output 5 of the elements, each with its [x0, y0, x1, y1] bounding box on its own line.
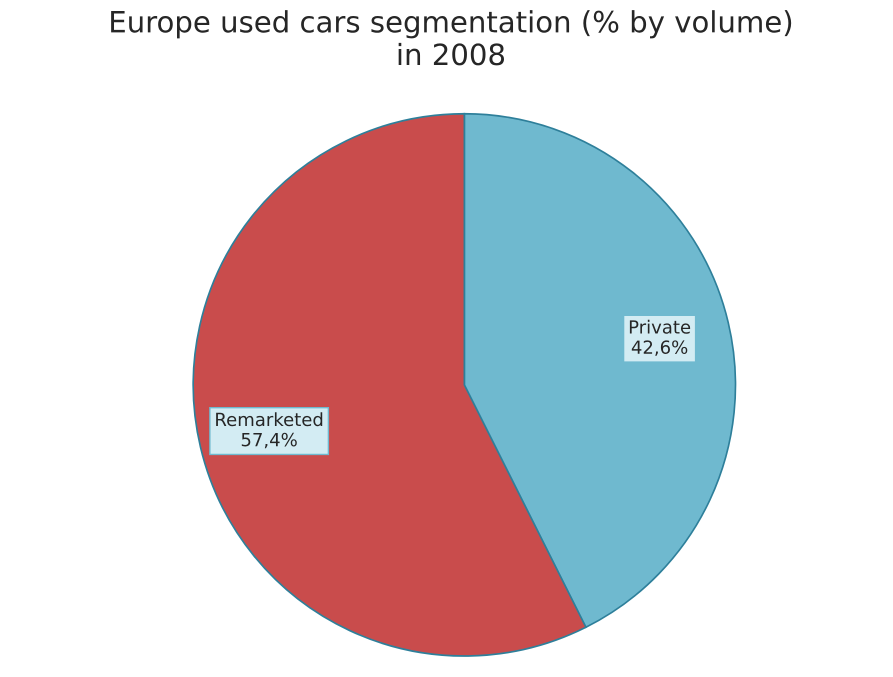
slice-label: Remarketed: [216, 412, 322, 426]
chart-title: Europe used cars segmentation (% by volume) in 2008: [111, 10, 792, 66]
data-label: 57,4%: [242, 432, 297, 448]
slice-label: Private: [630, 320, 690, 334]
data-label: 42,6%: [632, 340, 688, 356]
